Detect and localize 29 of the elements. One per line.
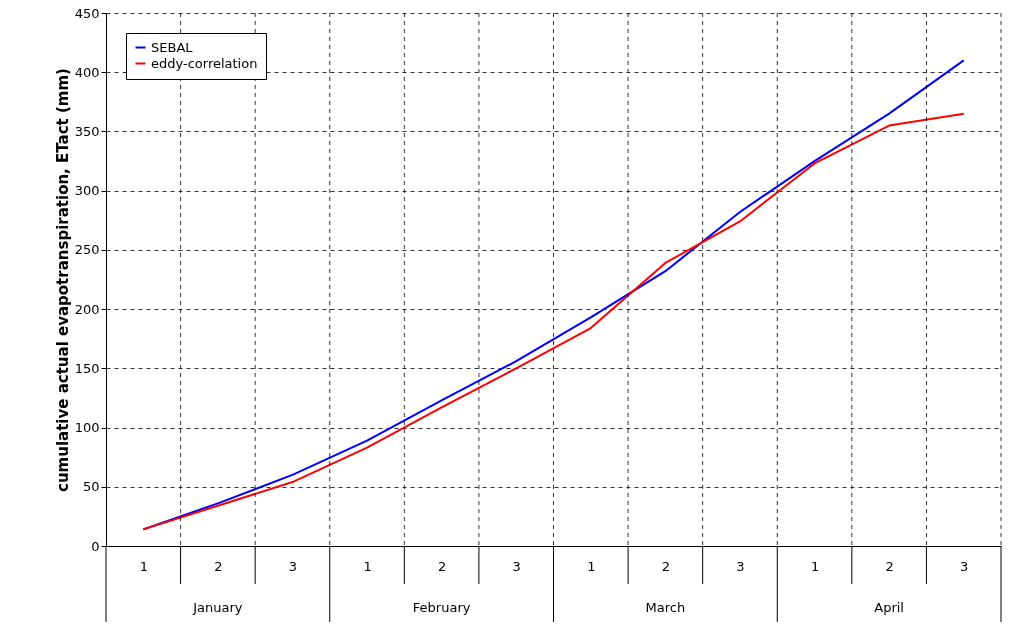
y-tick-label: 100 bbox=[74, 420, 100, 436]
y-tick-label: 400 bbox=[74, 64, 100, 80]
x-tick-label: 1 bbox=[810, 558, 820, 574]
y-tick-label: 350 bbox=[74, 123, 100, 139]
y-tick-label: 450 bbox=[74, 5, 100, 21]
text: January bbox=[192, 600, 243, 615]
x-tick-label: 1 bbox=[139, 558, 148, 574]
text: April bbox=[874, 600, 904, 615]
x-tick-label: 2 bbox=[661, 558, 671, 574]
y-tick-label: 50 bbox=[82, 479, 100, 495]
x-tick-label: 1 bbox=[363, 558, 372, 574]
x-tick-label: 2 bbox=[885, 558, 894, 574]
x-tick-label: 3 bbox=[288, 558, 298, 574]
y-tick-label: 0 bbox=[91, 538, 100, 554]
legend-label: SEBAL bbox=[151, 39, 194, 55]
x-tick-label: 1 bbox=[587, 558, 596, 574]
y-tick-label: 250 bbox=[74, 242, 100, 258]
legend-label: eddy-correlation bbox=[151, 55, 258, 71]
x-tick-label: 3 bbox=[512, 558, 521, 574]
y-tick-label: 200 bbox=[74, 301, 100, 317]
text: February bbox=[412, 600, 471, 615]
y-axis-title: cumulative actual evapotranspiration, ETact (mm) bbox=[53, 68, 72, 492]
x-tick-label: 3 bbox=[960, 558, 969, 574]
text: March bbox=[645, 600, 686, 615]
x-tick-label: 2 bbox=[437, 558, 447, 574]
x-tick-label: 3 bbox=[736, 558, 745, 574]
y-tick-label: 150 bbox=[74, 360, 100, 376]
y-tick-label: 300 bbox=[74, 183, 100, 199]
x-tick-label: 2 bbox=[214, 558, 223, 574]
